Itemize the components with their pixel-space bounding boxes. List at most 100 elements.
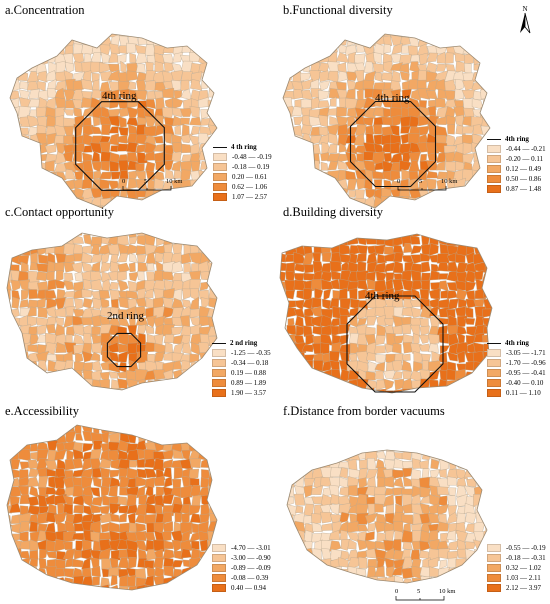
district	[81, 252, 92, 264]
district	[119, 169, 129, 180]
district	[318, 178, 332, 190]
district	[73, 123, 83, 137]
district	[9, 341, 21, 355]
district	[90, 89, 102, 99]
legend-label: -0.18 — 0.19	[232, 163, 270, 171]
district	[127, 96, 138, 109]
district	[72, 575, 84, 588]
district	[483, 595, 493, 604]
district	[356, 550, 370, 559]
district	[120, 60, 127, 74]
district	[437, 261, 450, 272]
district	[27, 370, 40, 382]
district	[10, 63, 12, 71]
district	[320, 450, 333, 451]
district	[171, 261, 184, 274]
district	[147, 177, 157, 190]
district	[284, 388, 297, 393]
district	[117, 378, 128, 389]
district	[410, 549, 420, 561]
district	[17, 389, 29, 390]
district	[348, 189, 357, 198]
district	[7, 440, 12, 453]
district	[295, 593, 306, 604]
district	[295, 234, 305, 235]
district	[45, 372, 56, 382]
district	[464, 52, 474, 65]
legend-entry: 0.32 — 1.02	[487, 563, 546, 573]
district	[285, 584, 297, 594]
district	[153, 425, 165, 433]
district	[198, 584, 209, 590]
district	[283, 62, 285, 73]
district	[330, 217, 341, 226]
district	[197, 577, 212, 587]
district	[283, 187, 285, 199]
district	[283, 124, 287, 135]
legend-label: -0.34 — 0.18	[231, 359, 269, 367]
district	[428, 360, 441, 372]
district	[55, 269, 64, 282]
district	[99, 233, 111, 237]
district	[36, 44, 49, 55]
district	[100, 485, 110, 498]
district	[321, 432, 331, 442]
district	[356, 333, 368, 346]
district	[128, 595, 139, 604]
district	[54, 297, 66, 310]
district	[92, 594, 103, 603]
district	[10, 52, 19, 62]
district	[54, 217, 64, 227]
legend-entry: 0.19 — 0.88	[212, 368, 271, 378]
district	[357, 261, 367, 272]
district	[10, 152, 11, 163]
district	[458, 298, 468, 308]
district	[54, 279, 66, 289]
district	[189, 371, 201, 382]
scale-bar-line	[122, 186, 172, 191]
district	[7, 243, 12, 256]
district	[471, 34, 483, 38]
legend-entry: 0.40 — 0.94	[212, 583, 271, 593]
district	[90, 504, 101, 514]
district	[74, 586, 82, 590]
district	[302, 234, 316, 238]
district	[491, 253, 492, 264]
ring-label: 2nd ring	[107, 310, 144, 322]
district	[338, 287, 348, 301]
district	[492, 476, 504, 489]
district	[198, 34, 212, 37]
district	[66, 594, 75, 604]
district	[189, 458, 202, 468]
district	[154, 233, 164, 238]
district	[491, 270, 492, 283]
district	[189, 233, 202, 237]
district	[206, 440, 217, 451]
district	[90, 233, 104, 236]
district	[356, 88, 364, 100]
district	[428, 530, 439, 541]
district	[36, 17, 48, 29]
district	[294, 263, 306, 273]
district	[373, 34, 383, 35]
district	[0, 16, 12, 28]
district	[53, 34, 67, 36]
district	[98, 62, 112, 74]
legend-entry: -0.20 — 0.11	[487, 154, 546, 164]
district	[108, 115, 120, 127]
district	[9, 547, 23, 560]
district	[36, 234, 48, 247]
district	[402, 541, 413, 551]
district	[493, 227, 503, 237]
district	[18, 378, 31, 389]
district	[467, 458, 477, 471]
district	[171, 326, 184, 336]
district	[426, 178, 437, 190]
district	[313, 370, 322, 380]
district	[275, 585, 286, 596]
district	[101, 252, 110, 265]
district	[101, 278, 112, 293]
district	[284, 416, 296, 426]
district	[350, 594, 357, 604]
district	[108, 126, 119, 134]
